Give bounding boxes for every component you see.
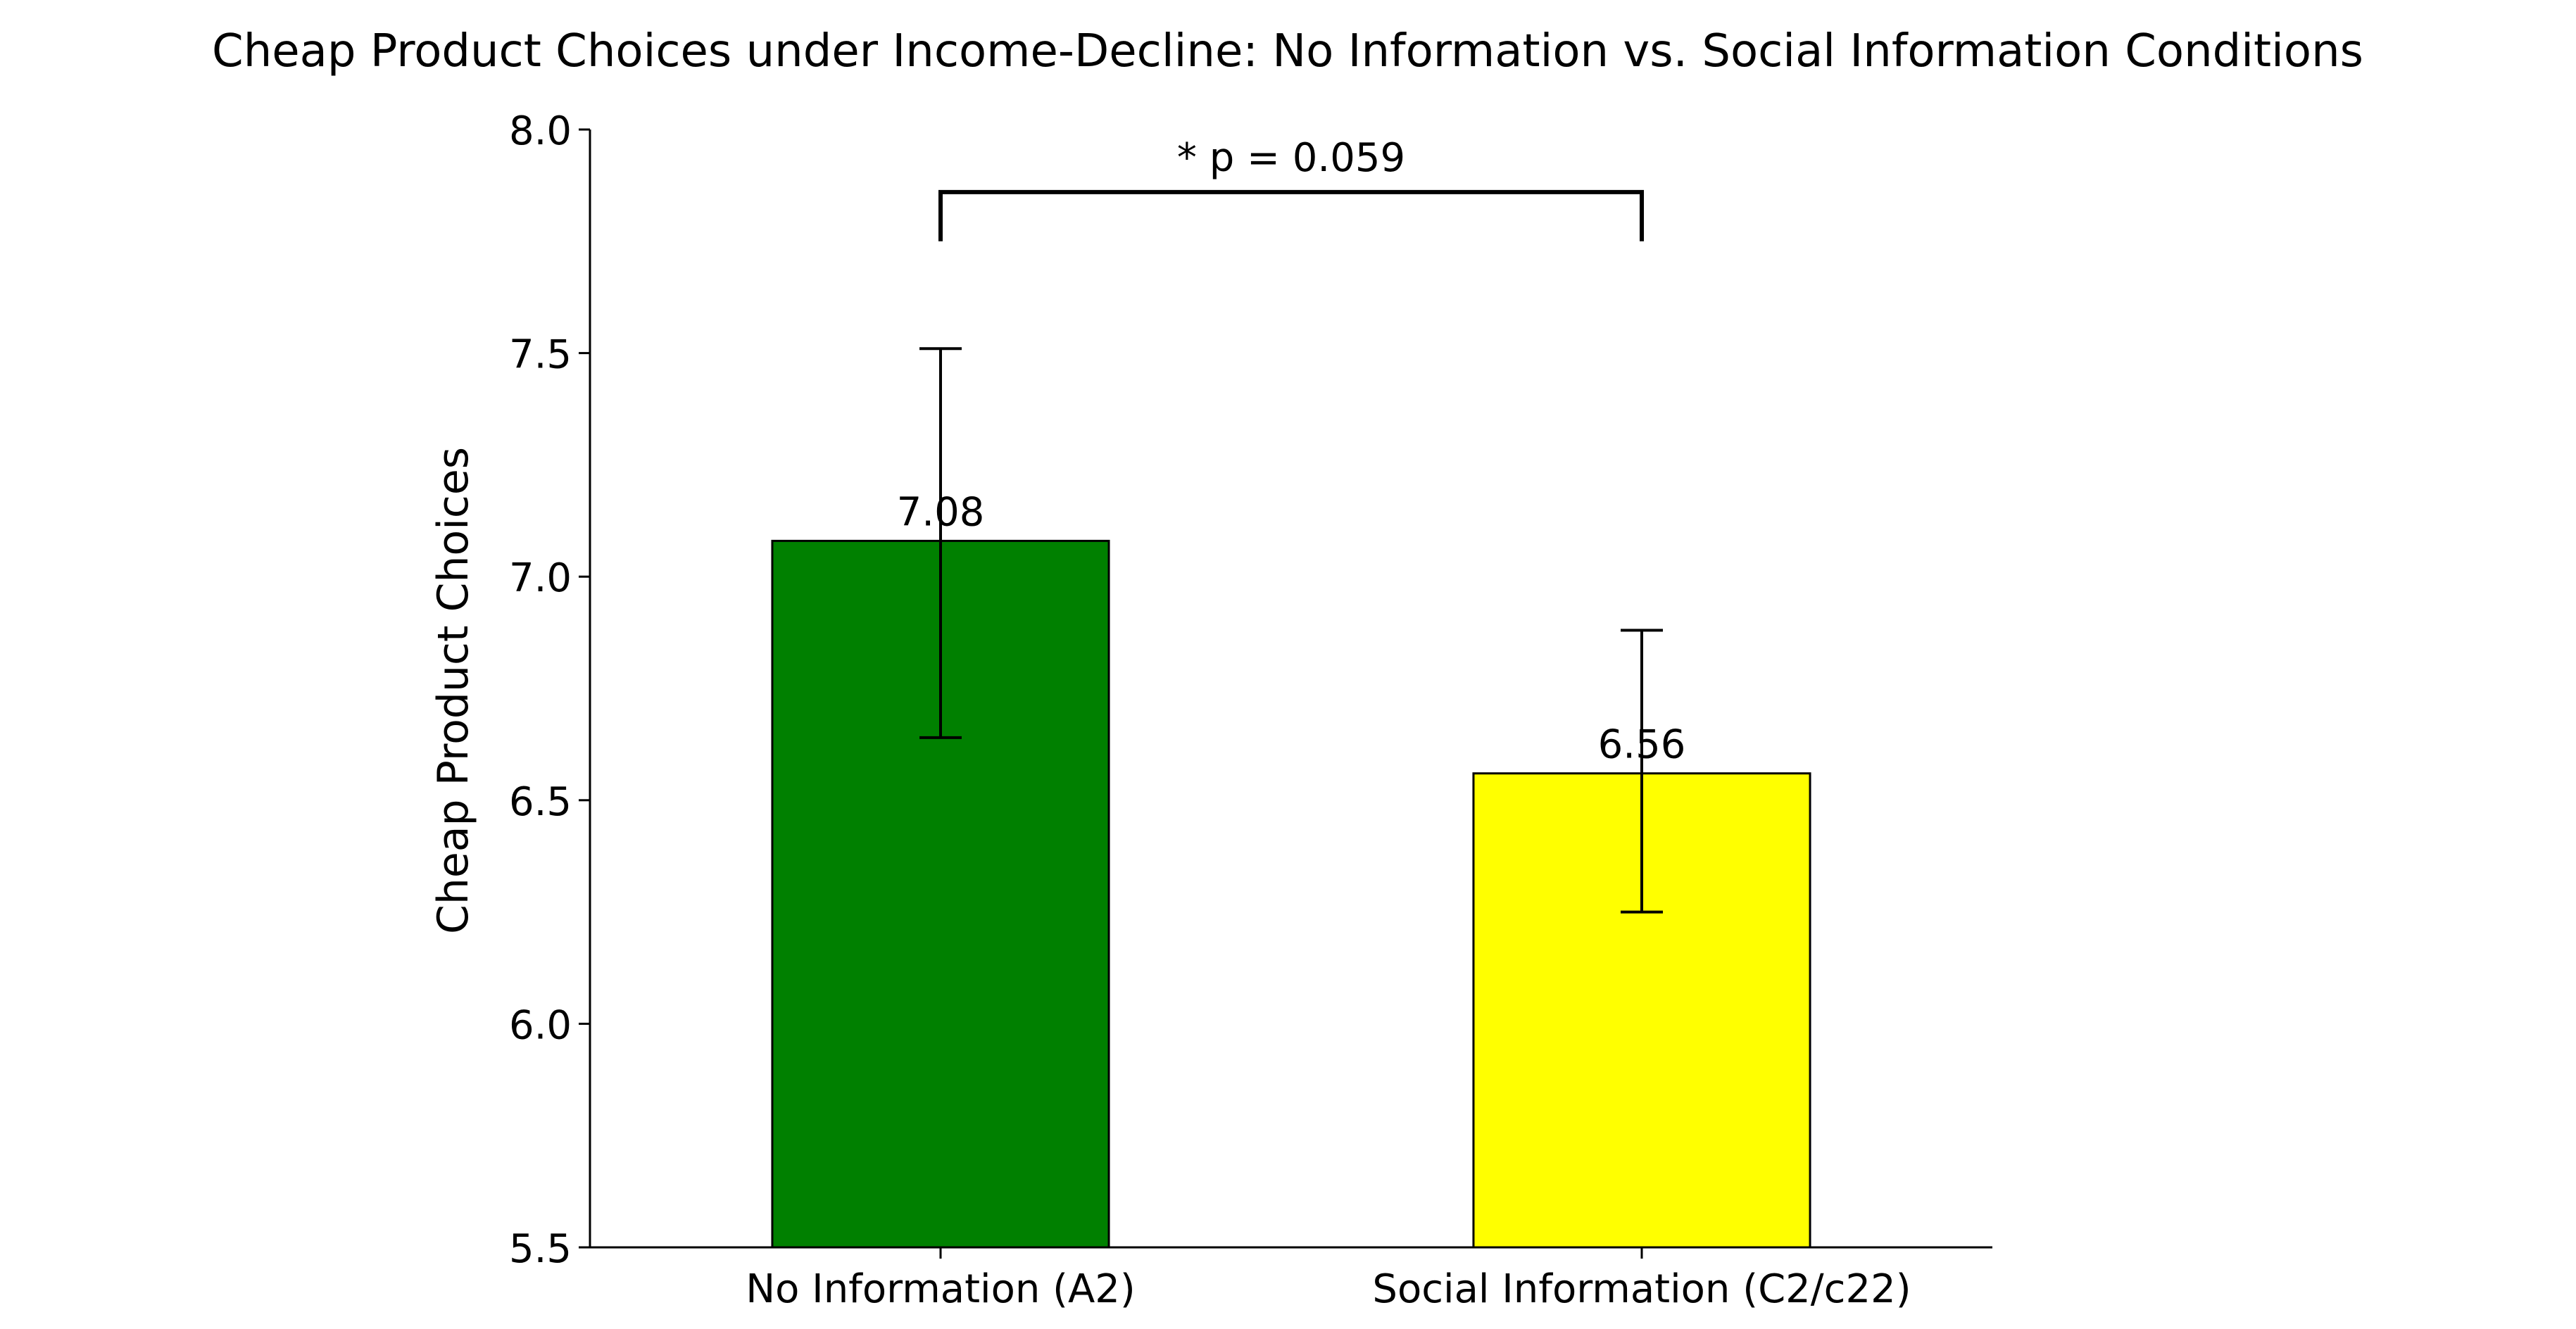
y-tick-label: 7.5 [509, 332, 572, 378]
x-tick-label: No Information (A2) [746, 1266, 1136, 1312]
plot-area: 5.56.06.57.07.58.0No Information (A2)7.0… [509, 108, 1911, 1312]
y-tick-label: 6.5 [509, 779, 572, 825]
chart-title: Cheap Product Choices under Income-Decli… [212, 25, 2363, 77]
x-tick-label: Social Information (C2/c22) [1372, 1266, 1911, 1312]
y-tick-label: 6.0 [509, 1002, 572, 1048]
significance-bracket [938, 189, 1644, 241]
y-tick-label: 5.5 [509, 1226, 572, 1272]
y-tick-label: 7.0 [509, 555, 572, 601]
y-tick-label: 8.0 [509, 108, 572, 154]
significance-label: * p = 0.059 [1177, 135, 1405, 181]
y-axis-label: Cheap Product Choices [429, 447, 478, 934]
